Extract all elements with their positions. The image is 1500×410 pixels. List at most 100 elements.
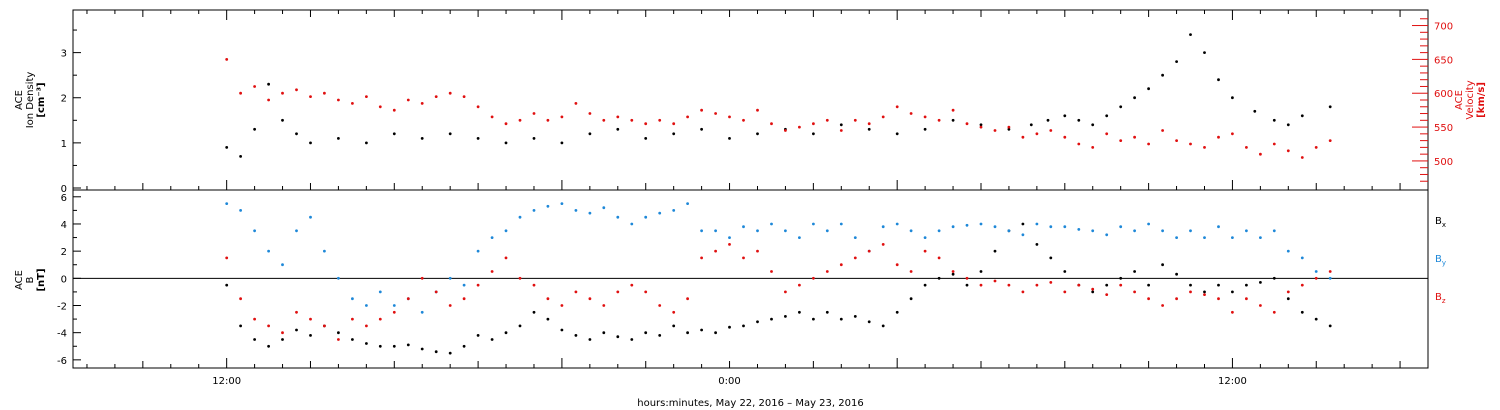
magnetic-data-point bbox=[1077, 283, 1081, 287]
magnetic-data-point bbox=[1049, 256, 1053, 260]
magnetic-data-point bbox=[1021, 233, 1025, 237]
density-data-point bbox=[253, 127, 256, 131]
velocity-data-point bbox=[658, 118, 662, 122]
density-data-point bbox=[1286, 123, 1290, 127]
magnetic-data-point bbox=[378, 344, 382, 348]
magnetic-data-point bbox=[588, 297, 592, 301]
magnetic-data-point bbox=[378, 317, 382, 321]
top-right-ylabel: ACE Velocity [km/s] bbox=[1454, 80, 1487, 119]
magnetic-data-point bbox=[309, 215, 312, 219]
velocity-data-point bbox=[1105, 132, 1109, 136]
magnetic-data-point bbox=[672, 310, 676, 314]
magnetic-data-point bbox=[406, 343, 410, 347]
density-data-point bbox=[1203, 51, 1206, 54]
magnetic-data-point bbox=[937, 276, 941, 280]
x-tick-label: 12:00 bbox=[212, 376, 241, 387]
magnetic-data-point bbox=[1189, 229, 1192, 233]
velocity-data-point bbox=[1189, 142, 1192, 146]
density-data-point bbox=[588, 132, 592, 136]
density-data-point bbox=[1189, 33, 1192, 36]
bottom-left-tick-label: -2 bbox=[57, 301, 67, 312]
density-data-point bbox=[1133, 96, 1136, 100]
magnetic-data-point bbox=[588, 211, 592, 215]
density-data-point bbox=[1046, 118, 1050, 122]
density-data-point bbox=[1119, 105, 1123, 109]
magnetic-data-point bbox=[1119, 225, 1123, 229]
magnetic-data-point bbox=[1091, 287, 1095, 291]
magnetic-data-point bbox=[546, 317, 550, 321]
magnetic-data-point bbox=[909, 297, 913, 301]
magnetic-data-point bbox=[392, 304, 396, 307]
density-data-point bbox=[812, 132, 815, 136]
magnetic-data-point bbox=[1007, 229, 1011, 233]
magnetic-data-point bbox=[867, 320, 871, 324]
velocity-data-point bbox=[476, 105, 480, 109]
velocity-data-point bbox=[825, 118, 829, 122]
magnetic-data-point bbox=[1286, 249, 1290, 253]
velocity-series-1 bbox=[225, 58, 1332, 159]
density-data-point bbox=[560, 141, 564, 145]
magnetic-data-point bbox=[1133, 270, 1136, 273]
magnetic-data-point bbox=[574, 290, 578, 294]
density-series-0 bbox=[225, 33, 1332, 158]
x-tick-label: 0:00 bbox=[718, 376, 740, 387]
magnetic-data-point bbox=[993, 225, 997, 229]
density-data-point bbox=[895, 132, 899, 136]
magnetic-data-point bbox=[253, 317, 256, 321]
top-panel-frame bbox=[72, 9, 1429, 191]
velocity-data-point bbox=[462, 95, 466, 98]
magnetic-data-point bbox=[281, 331, 284, 335]
velocity-data-point bbox=[728, 115, 731, 119]
bottom-left-ylabel-line: B bbox=[25, 276, 36, 283]
velocity-data-point bbox=[434, 95, 438, 98]
magnetic-data-point bbox=[337, 338, 340, 341]
magnetic-data-point bbox=[909, 229, 913, 233]
bottom-left-tick-label: 4 bbox=[61, 220, 67, 231]
velocity-data-point bbox=[504, 122, 508, 126]
magnetic-data-point bbox=[686, 202, 689, 206]
magnetic-data-point bbox=[742, 256, 745, 260]
velocity-data-point bbox=[532, 112, 536, 115]
magnetic-data-point bbox=[448, 304, 452, 307]
legend-item-z: Bz bbox=[1435, 292, 1446, 305]
magnetic-data-point bbox=[1203, 293, 1206, 296]
magnetic-data-point bbox=[295, 229, 298, 233]
velocity-data-point bbox=[406, 98, 410, 102]
magnetic-data-point bbox=[518, 324, 522, 328]
magnetic-data-point bbox=[839, 222, 843, 226]
density-data-point bbox=[532, 137, 536, 140]
magnetic-data-point bbox=[979, 222, 983, 226]
magnetic-data-point bbox=[867, 249, 871, 253]
top-right-tick-label: 600 bbox=[1434, 89, 1453, 100]
velocity-data-point bbox=[1175, 139, 1178, 143]
magnetic-data-point bbox=[1245, 229, 1248, 233]
magnetic-data-point bbox=[1175, 236, 1178, 240]
magnetic-data-point bbox=[1091, 290, 1095, 294]
magnetic-data-point bbox=[1133, 290, 1136, 294]
magnetic-data-point bbox=[839, 317, 843, 321]
magnetic-data-point bbox=[560, 202, 564, 206]
magnetic-data-point bbox=[1105, 283, 1109, 287]
velocity-data-point bbox=[853, 118, 857, 122]
magnetic-data-point bbox=[756, 249, 759, 253]
top-left-tick-label: 3 bbox=[61, 49, 67, 60]
velocity-data-point bbox=[923, 115, 927, 119]
magnetic-data-point bbox=[225, 283, 229, 287]
magnetic-data-point bbox=[658, 211, 662, 215]
x-axis-label: hours:minutes, May 22, 2016 – May 23, 20… bbox=[637, 398, 863, 409]
velocity-data-point bbox=[686, 115, 689, 119]
magnetic-data-point bbox=[504, 229, 508, 233]
density-data-point bbox=[267, 82, 270, 86]
magnetic-data-point bbox=[979, 270, 983, 273]
magnetic-data-point bbox=[1328, 270, 1332, 273]
magnetic-data-point bbox=[895, 310, 899, 314]
magnetic-data-point bbox=[1049, 281, 1053, 284]
velocity-data-point bbox=[951, 108, 955, 112]
top-right-tick-label: 650 bbox=[1434, 55, 1453, 66]
velocity-data-point bbox=[1217, 135, 1220, 139]
magnetic-data-point bbox=[1286, 290, 1290, 294]
magnetic-data-point bbox=[1189, 283, 1192, 287]
velocity-data-point bbox=[1021, 135, 1025, 139]
magnetic-data-point bbox=[462, 283, 466, 287]
density-data-point bbox=[1007, 127, 1011, 131]
